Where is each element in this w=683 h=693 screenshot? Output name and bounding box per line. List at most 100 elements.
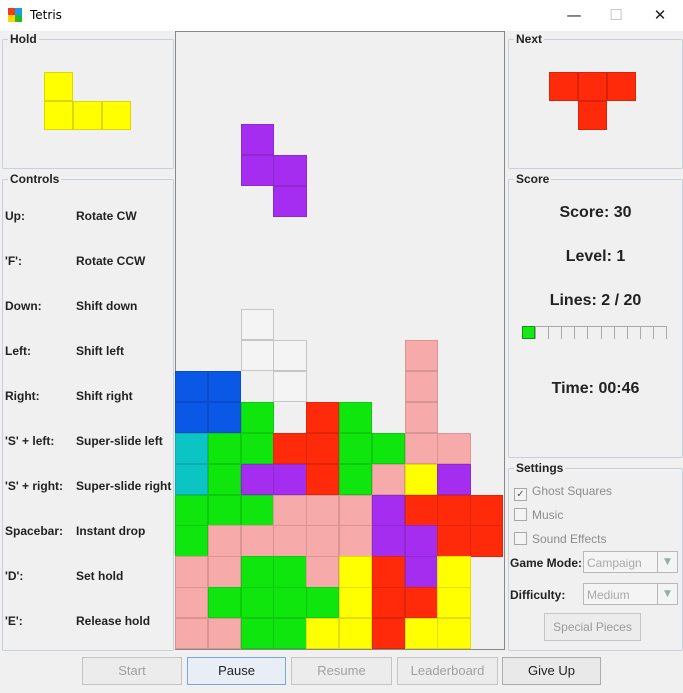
stack-block [306, 618, 340, 650]
ghost-block [273, 340, 307, 372]
stack-block [371, 587, 405, 619]
progress-tick [574, 326, 576, 339]
game-mode-label: Game Mode: [510, 556, 583, 570]
stack-block [339, 494, 373, 526]
stack-block [207, 494, 241, 526]
stack-block [175, 494, 209, 526]
hold-piece-block [44, 72, 73, 101]
lines-progress-bar [522, 326, 667, 340]
controls-panel: Controls [2, 172, 174, 651]
hold-piece-block [102, 101, 131, 130]
stack-block [404, 618, 438, 650]
stack-block [306, 432, 340, 464]
stack-block [437, 556, 471, 588]
stack-block [273, 556, 307, 588]
stack-block [437, 463, 471, 495]
control-action: Set hold [76, 569, 124, 583]
hold-piece-block [44, 101, 73, 130]
start-button[interactable]: Start [82, 657, 182, 685]
stack-block [339, 556, 373, 588]
level-value: Level: 1 [565, 248, 626, 265]
progress-tick [639, 326, 641, 339]
progress-track [522, 326, 666, 327]
stack-block [207, 525, 241, 557]
stack-block [437, 618, 471, 650]
stack-block [404, 525, 438, 557]
next-piece-block [578, 101, 607, 130]
stack-block [404, 340, 438, 372]
stack-block [371, 618, 405, 650]
control-action: Release hold [76, 614, 151, 628]
give-up-button[interactable]: Give Up [502, 657, 601, 685]
resume-button[interactable]: Resume [291, 657, 392, 685]
leaderboard-button[interactable]: Leaderboard [397, 657, 498, 685]
maximize-icon[interactable]: ☐ [609, 6, 623, 24]
stack-block [437, 587, 471, 619]
stack-block [371, 494, 405, 526]
stack-block [371, 556, 405, 588]
stack-block [339, 618, 373, 650]
stack-block [339, 401, 373, 434]
pause-button[interactable]: Pause [187, 657, 286, 685]
stack-block [404, 401, 438, 434]
game-board[interactable] [175, 31, 505, 650]
stack-block [437, 432, 471, 464]
control-key: Left: [5, 344, 31, 358]
falling-piece-block [273, 185, 307, 217]
hold-panel: Hold [2, 32, 174, 169]
ghost-block [240, 340, 274, 372]
ghost-block [240, 309, 274, 341]
special-pieces-button[interactable]: Special Pieces [544, 613, 641, 641]
chevron-down-icon: ▼ [657, 552, 677, 572]
difficulty-label: Difficulty: [510, 588, 566, 602]
progress-tick [535, 326, 536, 339]
ghost-squares-checkbox[interactable]: ✓ Ghost Squares [514, 484, 612, 501]
stack-block [175, 618, 209, 650]
sound-effects-checkbox[interactable]: Sound Effects [514, 532, 607, 546]
stack-block [175, 556, 209, 588]
stack-block [306, 525, 340, 557]
control-action: Shift left [76, 344, 124, 358]
falling-piece-block [273, 154, 307, 186]
control-key: Spacebar: [5, 524, 64, 538]
settings-title: Settings [514, 461, 566, 475]
control-key: Right: [5, 389, 40, 403]
stack-block [306, 463, 340, 495]
control-action: Rotate CCW [76, 254, 146, 268]
stack-block [371, 525, 405, 557]
sound-effects-check-icon [514, 532, 527, 545]
control-key: 'E': [5, 614, 23, 628]
lines-value: Lines: 2 / 20 [549, 292, 642, 309]
sound-effects-label: Sound Effects [532, 532, 607, 546]
stack-block [175, 525, 209, 557]
close-icon[interactable]: ✕ [653, 6, 667, 24]
stack-block [339, 525, 373, 557]
control-action: Rotate CW [76, 209, 137, 223]
music-check-icon [514, 508, 527, 521]
stack-block [470, 494, 504, 526]
music-checkbox[interactable]: Music [514, 508, 563, 522]
stack-block [273, 618, 307, 650]
score-title: Score [514, 172, 552, 186]
stack-block [273, 432, 307, 464]
game-mode-select[interactable]: Campaign ▼ [583, 551, 678, 573]
stack-block [404, 370, 438, 403]
stack-block [437, 525, 471, 557]
control-action: Shift down [76, 299, 138, 313]
stack-block [175, 401, 209, 434]
stack-block [240, 587, 274, 619]
stack-block [240, 432, 274, 464]
stack-block [404, 463, 438, 495]
stack-block [339, 463, 373, 495]
stack-block [371, 463, 405, 495]
control-key: Up: [5, 209, 25, 223]
stack-block [175, 463, 209, 495]
control-key: Down: [5, 299, 42, 313]
difficulty-select[interactable]: Medium ▼ [583, 583, 678, 605]
stack-block [273, 463, 307, 495]
ghost-block [273, 370, 307, 403]
next-title: Next [514, 32, 545, 46]
score-panel: Score Score: 30 Level: 1 Lines: 2 / 20 T… [508, 172, 683, 458]
minimize-icon[interactable]: — [566, 6, 582, 24]
stack-block [207, 463, 241, 495]
